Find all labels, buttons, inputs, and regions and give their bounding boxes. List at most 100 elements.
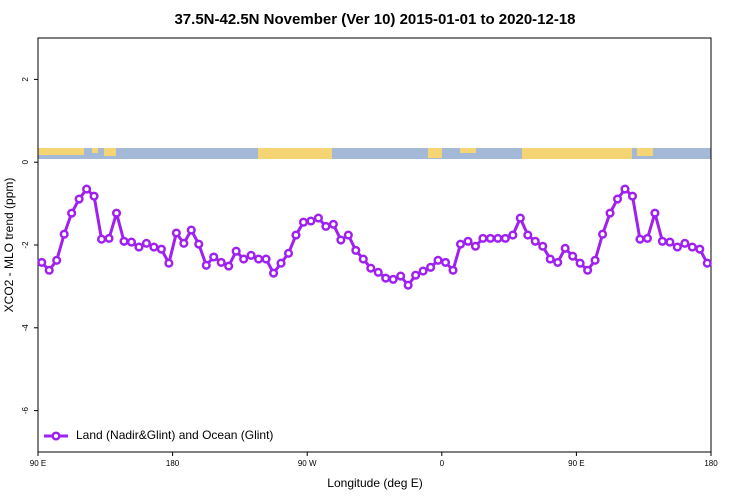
data-point (104, 233, 114, 243)
y-tick-label: 0 (21, 159, 30, 164)
data-point (82, 184, 92, 194)
data-point (388, 274, 398, 284)
data-point (433, 255, 443, 265)
x-tick-label: 90 E (30, 459, 46, 468)
data-point (373, 267, 383, 277)
data-point (313, 213, 323, 223)
data-point (455, 239, 466, 249)
data-point (276, 258, 286, 268)
data-point (523, 230, 533, 240)
data-point (149, 242, 159, 252)
data-point (612, 194, 623, 204)
data-point (508, 230, 518, 240)
data-point (126, 237, 137, 247)
data-point (37, 257, 47, 267)
data-point (156, 244, 166, 254)
data-point (254, 254, 264, 264)
data-point (680, 238, 690, 248)
data-point (44, 265, 54, 275)
data-point (493, 233, 503, 243)
data-point (627, 191, 638, 201)
data-point (448, 265, 458, 275)
chart-title: 37.5N-42.5N November (Ver 10) 2015-01-01… (174, 11, 575, 28)
data-point (164, 258, 174, 268)
data-point (530, 236, 540, 246)
data-point (695, 244, 705, 254)
data-point (306, 216, 316, 226)
data-point (590, 255, 600, 265)
data-point (134, 242, 144, 252)
data-point (358, 254, 368, 264)
data-point (403, 280, 413, 290)
data-point (216, 257, 226, 267)
data-point (538, 241, 548, 251)
data-point (321, 221, 331, 231)
data-point (67, 208, 77, 218)
data-point (500, 233, 510, 243)
data-point (568, 251, 578, 261)
data-point (650, 208, 660, 218)
data-point (396, 271, 406, 281)
x-axis-label: Longitude (deg E) (327, 476, 422, 490)
data-point (687, 242, 697, 252)
x-tick-label: 0 (440, 459, 445, 468)
data-point (328, 219, 338, 229)
x-tick-label: 90 E (568, 459, 584, 468)
land-ocean-strip (38, 148, 711, 159)
data-point (209, 252, 219, 262)
data-point (702, 258, 712, 268)
legend-marker (51, 431, 61, 441)
data-point (366, 263, 376, 273)
data-point (381, 273, 391, 283)
data-point (545, 254, 555, 264)
data-point (470, 241, 481, 251)
data-point (261, 254, 271, 264)
data-point (52, 255, 62, 265)
data-point (657, 236, 667, 246)
data-point (418, 266, 428, 276)
data-point (231, 246, 241, 256)
data-point (89, 191, 99, 201)
data-point (351, 245, 361, 255)
y-tick-label: -6 (21, 406, 30, 414)
data-point (553, 257, 563, 267)
data-point (186, 225, 196, 235)
data-point (515, 213, 525, 223)
data-point (642, 233, 652, 243)
y-tick-label: -2 (21, 241, 30, 249)
y-axis-label: XCO2 - MLO trend (ppm) (2, 178, 16, 313)
data-point (343, 230, 353, 240)
data-point (246, 250, 256, 260)
data-point (560, 243, 570, 253)
data-point (194, 239, 204, 249)
data-point (672, 242, 682, 252)
data-point (575, 258, 585, 268)
data-point (620, 184, 630, 194)
data-point (426, 262, 436, 272)
data-point (598, 229, 608, 239)
data-point (291, 230, 301, 240)
y-tick-label: 2 (21, 77, 30, 82)
data-point (635, 234, 645, 244)
data-point (665, 237, 675, 247)
data-point (478, 233, 488, 243)
x-tick-label: 180 (166, 459, 180, 468)
data-point (485, 233, 495, 243)
data-point (411, 270, 421, 280)
data-point (583, 265, 593, 275)
data-point (224, 261, 234, 271)
x-tick-label: 90 W (298, 459, 317, 468)
data-point (119, 236, 129, 246)
data-point (298, 217, 309, 227)
data-point (269, 268, 279, 278)
data-point (111, 208, 122, 218)
data-point (201, 260, 211, 270)
y-tick-label: -4 (21, 324, 30, 332)
data-point (97, 234, 107, 244)
data-point (141, 238, 151, 248)
data-point (179, 238, 189, 248)
legend-label: Land (Nadir&Glint) and Ocean (Glint) (76, 428, 273, 442)
data-point (336, 235, 346, 245)
data-point (171, 228, 181, 238)
